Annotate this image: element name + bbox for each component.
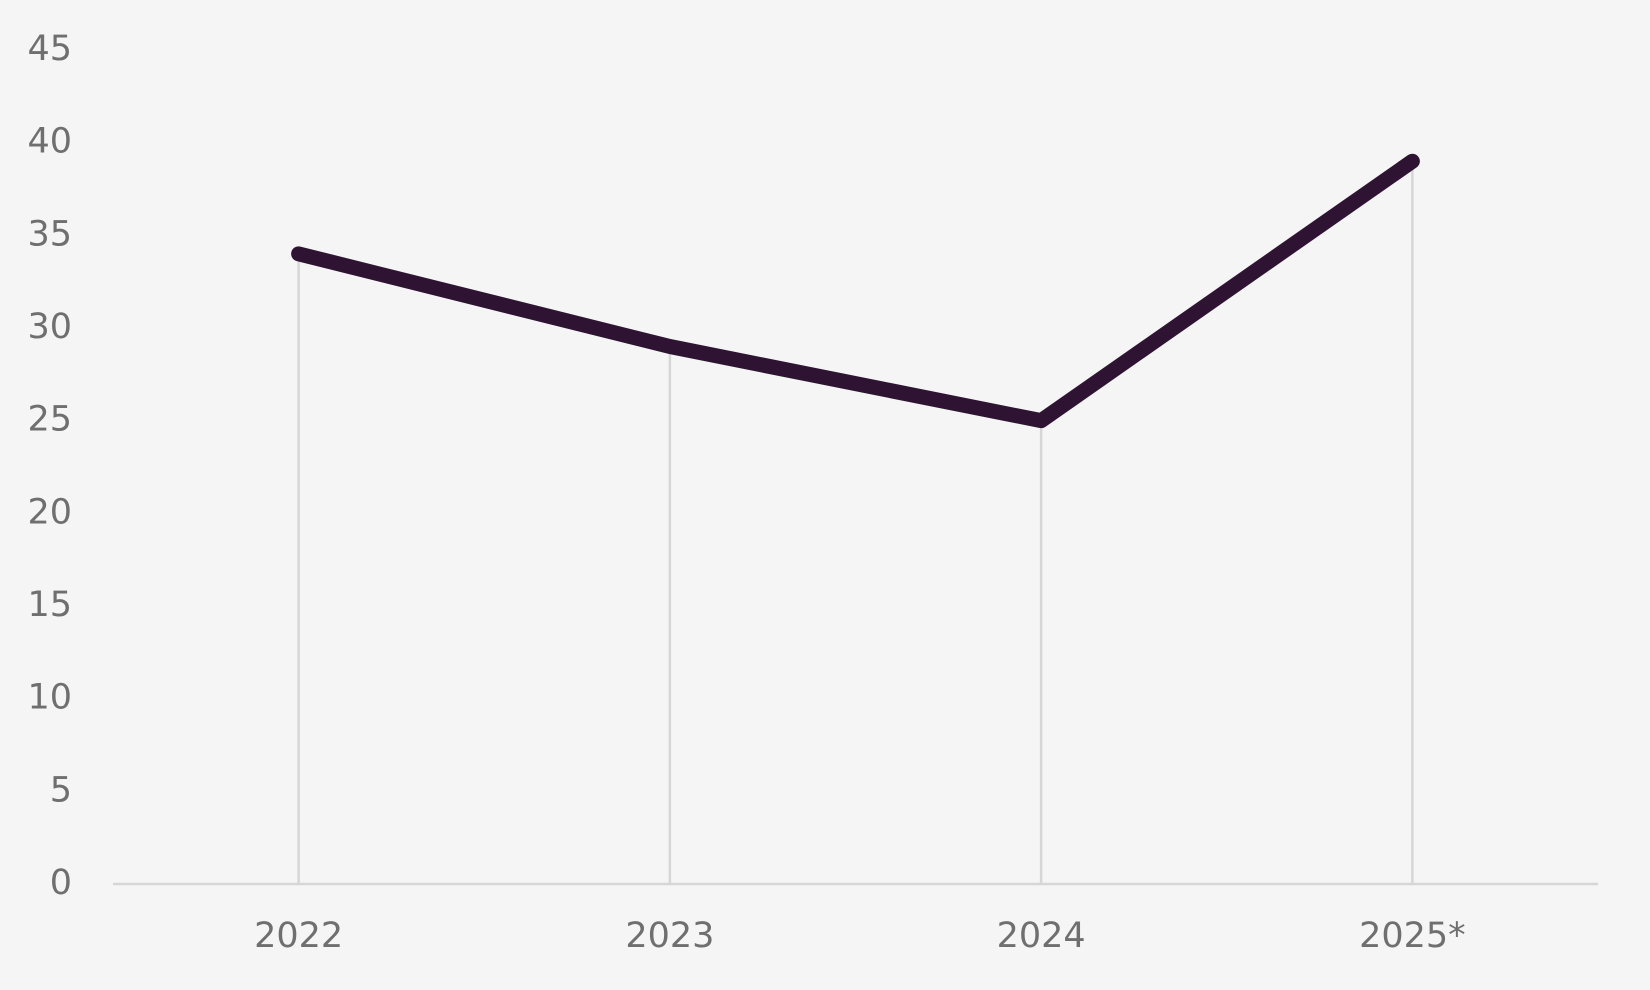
y-tick-label: 30	[27, 307, 72, 347]
y-tick-label: 35	[27, 214, 72, 254]
x-tick-label: 2023	[625, 916, 714, 956]
x-tick-label: 2022	[254, 916, 343, 956]
y-tick-label: 45	[27, 29, 72, 69]
y-tick-label: 20	[27, 492, 72, 532]
x-tick-label: 2025*	[1359, 916, 1466, 956]
y-tick-label: 10	[27, 678, 72, 718]
y-tick-label: 5	[50, 770, 72, 810]
y-tick-label: 25	[27, 400, 72, 440]
y-tick-label: 0	[50, 863, 72, 903]
x-tick-label: 2024	[997, 916, 1086, 956]
data-line	[291, 153, 1420, 429]
y-tick-label: 40	[27, 122, 72, 162]
y-tick-label: 15	[27, 585, 72, 625]
